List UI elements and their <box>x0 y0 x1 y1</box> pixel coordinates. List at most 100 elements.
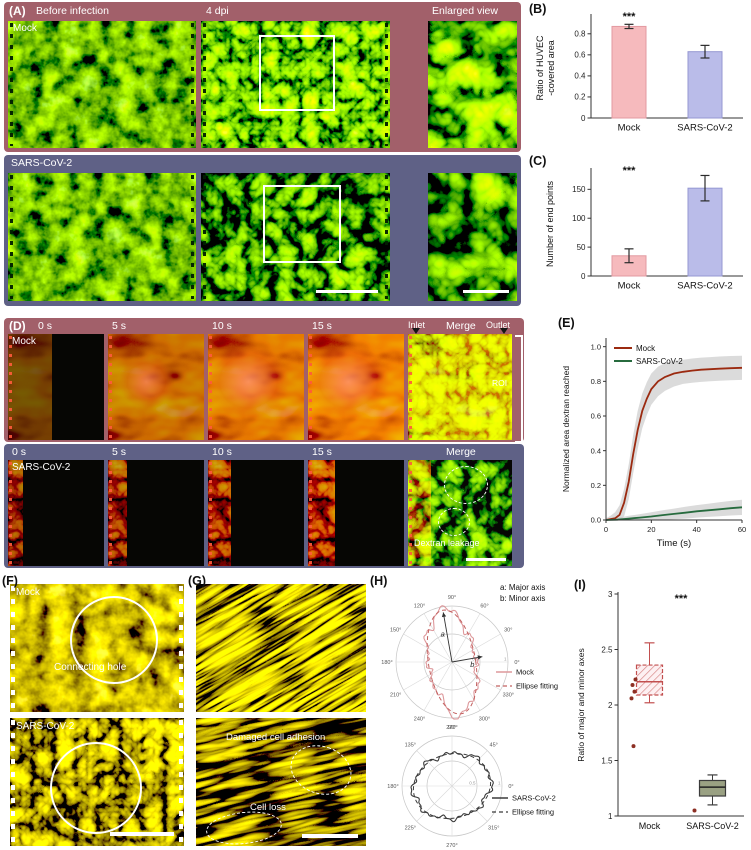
data-point <box>632 689 637 694</box>
category-label: SARS-CoV-2 <box>677 123 732 134</box>
dextran-texture <box>8 334 53 440</box>
polar-spoke <box>451 750 488 787</box>
dextran-sars-5s <box>108 460 204 566</box>
y-axis-title: Normalized area dextran reached <box>561 366 571 492</box>
angle-tick-label: 180° <box>381 660 392 666</box>
data-point <box>633 677 638 682</box>
dextran-texture <box>108 460 128 566</box>
angle-tick-label: 225° <box>405 826 416 832</box>
axis-arrowhead <box>441 612 447 618</box>
angle-tick-label: 180° <box>387 784 398 790</box>
x-tick-label: 0 <box>604 525 608 534</box>
micropillar-marks <box>109 336 112 438</box>
panel-f-label: (F) <box>2 574 18 588</box>
angle-tick-label: 0° <box>508 784 513 790</box>
micropillar-marks <box>409 462 412 564</box>
micrograph-sars-enlarged <box>428 173 517 301</box>
panel-a-label: (A) <box>9 4 26 18</box>
legend-label: Ellipse fitting <box>512 808 554 817</box>
radial-tick-label: 1 <box>504 657 507 662</box>
panel-g-label: (G) <box>188 574 207 588</box>
merge-sars: Dextran leakage <box>408 460 512 566</box>
category-label: SARS-CoV-2 <box>686 821 739 831</box>
fluorescence-texture <box>201 173 390 301</box>
micropillar-marks <box>9 336 12 438</box>
micropillar-marks <box>11 586 15 710</box>
scale-bar <box>466 557 506 561</box>
category-label: Mock <box>639 821 661 831</box>
bar <box>687 187 723 277</box>
time-label: 15 s <box>312 446 332 458</box>
roi-bracket <box>515 335 523 443</box>
micropillar-marks <box>203 175 206 299</box>
dextran-leakage-label: Dextran leakage <box>414 538 480 548</box>
angle-tick-label: 60° <box>480 604 488 610</box>
y-tick-label: 2 <box>608 701 613 710</box>
dextran-sars-10s <box>208 460 304 566</box>
panel-c-label: (C) <box>529 154 547 168</box>
data-point <box>692 808 697 813</box>
fiber-texture <box>196 584 366 712</box>
micrograph-mock-4dpi <box>201 21 390 148</box>
polar-spoke <box>451 661 481 711</box>
micropillar-marks <box>109 462 112 564</box>
connecting-hole-label: Connecting hole <box>54 662 127 673</box>
row-label-sars: SARS-CoV-2 <box>11 157 73 169</box>
column-header-before-infection: Before infection <box>36 5 109 17</box>
angle-tick-label: 90° <box>448 725 456 731</box>
column-header-enlarged: Enlarged view <box>432 5 498 17</box>
micrograph-sars-before-infection <box>8 173 196 301</box>
panel-b-label: (B) <box>529 2 547 16</box>
box <box>698 779 727 797</box>
angle-tick-label: 270° <box>446 843 457 849</box>
micropillar-marks <box>9 462 12 564</box>
line-chart-dextran-leakage: 0.0 0.2 0.4 0.6 0.8 1.0 0 20 40 60 Time (s) Normali… <box>561 338 746 549</box>
annotation-circle <box>50 742 142 834</box>
time-label: 15 s <box>312 320 332 332</box>
polar-spoke <box>423 613 453 663</box>
fluorescence-texture <box>428 21 517 148</box>
y-tick-label: 0 <box>581 114 586 123</box>
y-axis-title: Number of end points <box>545 180 555 267</box>
inlet-arrow <box>412 328 420 334</box>
y-axis-title: Ratio of major and minor axes <box>576 648 586 761</box>
panel-i-label: (I) <box>574 578 586 592</box>
legend-label: Ellipse fitting <box>516 682 558 691</box>
angle-tick-label: 300° <box>479 716 490 722</box>
series-line <box>605 506 743 521</box>
roi-label: ROI <box>492 378 508 388</box>
y-tick-label: 0.0 <box>591 516 601 525</box>
micropillar-marks <box>209 462 212 564</box>
axis-arrow <box>451 656 483 663</box>
row-label-mock: Mock <box>12 336 36 347</box>
column-header-4dpi: 4 dpi <box>206 5 229 17</box>
significance-marker: *** <box>623 11 637 23</box>
polar-spoke <box>423 661 453 711</box>
fluorescence-texture <box>8 21 196 148</box>
micropillar-marks <box>179 720 183 844</box>
significance-marker: *** <box>623 165 637 177</box>
micropillar-marks <box>203 23 206 146</box>
row-label-sars: SARS-CoV-2 <box>12 462 71 473</box>
micrograph-sars-connecting-hole: SARS-CoV-2 <box>10 718 184 846</box>
outlet-arrow <box>500 328 508 334</box>
scale-bar <box>463 289 509 293</box>
micropillar-marks <box>385 175 388 299</box>
angle-tick-label: 315° <box>488 826 499 832</box>
series-line <box>605 366 743 521</box>
bar-chart-end-points: 0 50 100 150 Mock SARS-CoV-2 Number of end poi… <box>545 165 743 292</box>
y-axis-title: -covered area <box>546 40 556 96</box>
dextran-glow <box>208 334 304 440</box>
radial-tick-label: 1 <box>498 781 501 786</box>
micropillar-marks <box>11 720 15 844</box>
angle-tick-label: 210° <box>390 693 401 699</box>
y-tick-label: 0.8 <box>591 377 601 386</box>
micrograph-mock-fibers <box>196 584 366 712</box>
polar-spoke <box>451 613 481 663</box>
panel-d-sars-band: 0 s 5 s 10 s 15 s Merge SARS-CoV-2 Dextr… <box>4 444 524 568</box>
micropillar-marks <box>179 586 183 710</box>
axis-arrow <box>442 612 453 663</box>
dextran-fluorescence <box>108 460 128 566</box>
distribution-curve <box>410 751 494 823</box>
time-label: 0 s <box>38 320 53 332</box>
